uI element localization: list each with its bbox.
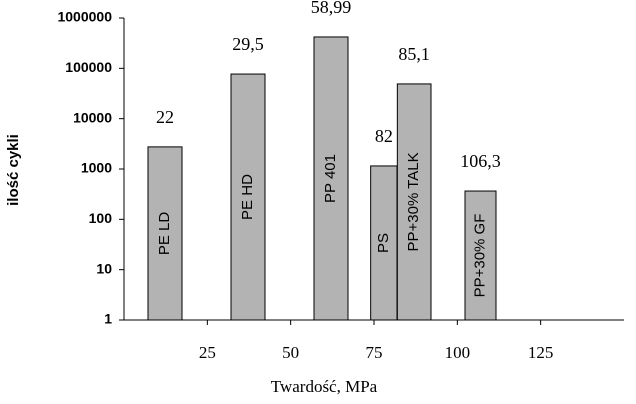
y-tick-label: 10000 bbox=[73, 109, 112, 125]
hardness-label: 82 bbox=[375, 126, 393, 146]
bar-name: PP+30% TALK bbox=[405, 152, 422, 251]
y-axis-label: ilość cykli bbox=[5, 134, 22, 206]
x-tick-label: 50 bbox=[282, 343, 299, 362]
y-tick-label: 1000000 bbox=[57, 9, 112, 25]
y-tick-label: 1 bbox=[104, 311, 112, 327]
y-tick-label: 1000 bbox=[81, 160, 112, 176]
x-tick-label: 25 bbox=[199, 343, 216, 362]
x-tick-label: 100 bbox=[445, 343, 471, 362]
hardness-label: 29,5 bbox=[232, 34, 264, 54]
hardness-label: 85,1 bbox=[398, 44, 430, 64]
x-tick-label: 75 bbox=[366, 343, 383, 362]
bar bbox=[147, 146, 183, 321]
hardness-label: 58,99 bbox=[311, 0, 352, 17]
x-axis-label: Twardość, MPa bbox=[271, 377, 378, 396]
bar bbox=[370, 165, 398, 321]
bar bbox=[230, 73, 266, 321]
x-tick-label: 125 bbox=[528, 343, 554, 362]
hardness-label: 106,3 bbox=[460, 151, 501, 171]
bar-name: PE HD bbox=[239, 174, 256, 220]
bar-name: PP+30% GF bbox=[471, 214, 488, 298]
bar-name: PS bbox=[375, 233, 392, 253]
y-tick-label: 100 bbox=[89, 210, 113, 226]
bar-name: PE LD bbox=[156, 212, 173, 256]
y-tick-label: 100000 bbox=[65, 59, 112, 75]
hardness-label: 22 bbox=[156, 107, 174, 127]
bar bbox=[313, 36, 349, 321]
bar-name: PP 401 bbox=[322, 154, 339, 203]
y-tick-label: 10 bbox=[96, 260, 112, 276]
